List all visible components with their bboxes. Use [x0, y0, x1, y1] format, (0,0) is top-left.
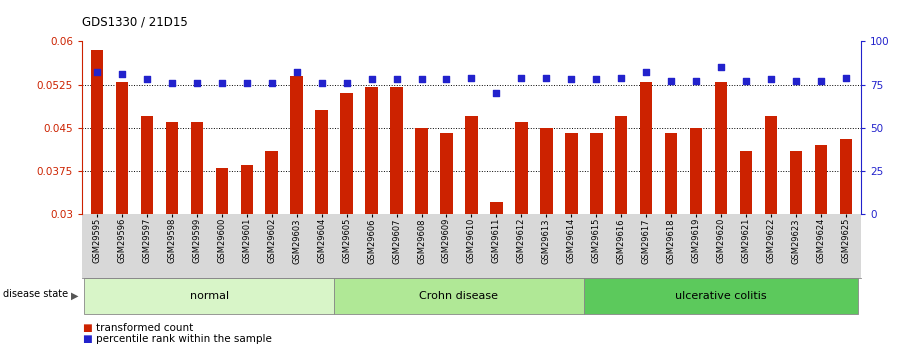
- Text: GDS1330 / 21D15: GDS1330 / 21D15: [82, 16, 188, 29]
- Text: percentile rank within the sample: percentile rank within the sample: [96, 334, 271, 344]
- Point: [739, 78, 753, 84]
- Text: ulcerative colitis: ulcerative colitis: [675, 291, 767, 301]
- Bar: [640, 82, 652, 214]
- Text: normal: normal: [189, 291, 229, 301]
- Text: ▶: ▶: [71, 291, 78, 301]
- Point: [489, 90, 504, 96]
- Bar: [140, 116, 153, 214]
- Text: ■: ■: [82, 334, 92, 344]
- Point: [214, 80, 229, 86]
- Point: [240, 80, 254, 86]
- Point: [614, 75, 629, 80]
- Bar: [291, 76, 303, 214]
- Point: [189, 80, 204, 86]
- Text: ■: ■: [82, 324, 92, 333]
- Point: [514, 75, 528, 80]
- Point: [839, 75, 854, 80]
- Bar: [91, 50, 103, 214]
- Point: [389, 77, 404, 82]
- Bar: [116, 82, 128, 214]
- Text: disease state: disease state: [3, 289, 67, 299]
- Bar: [540, 128, 553, 214]
- Point: [439, 77, 454, 82]
- Point: [290, 70, 304, 75]
- Bar: [341, 93, 353, 214]
- Point: [339, 80, 353, 86]
- Point: [364, 77, 379, 82]
- Bar: [440, 134, 453, 214]
- Bar: [790, 151, 803, 214]
- Bar: [466, 116, 477, 214]
- Point: [115, 71, 129, 77]
- Bar: [365, 87, 378, 214]
- Point: [664, 78, 679, 84]
- Bar: [415, 128, 428, 214]
- Point: [314, 80, 329, 86]
- Point: [139, 77, 154, 82]
- Point: [89, 70, 104, 75]
- Point: [539, 75, 554, 80]
- Bar: [814, 145, 827, 214]
- Bar: [740, 151, 752, 214]
- Bar: [565, 134, 578, 214]
- Point: [689, 78, 703, 84]
- Text: transformed count: transformed count: [96, 324, 193, 333]
- Point: [415, 77, 429, 82]
- Point: [589, 77, 604, 82]
- Bar: [840, 139, 852, 214]
- Point: [165, 80, 179, 86]
- Point: [564, 77, 578, 82]
- Bar: [665, 134, 678, 214]
- Bar: [490, 203, 503, 214]
- Point: [763, 77, 778, 82]
- Bar: [615, 116, 628, 214]
- Bar: [190, 122, 203, 214]
- Text: Crohn disease: Crohn disease: [419, 291, 498, 301]
- Bar: [590, 134, 602, 214]
- Point: [264, 80, 279, 86]
- Bar: [390, 87, 403, 214]
- Bar: [515, 122, 527, 214]
- Bar: [241, 165, 253, 214]
- Point: [714, 65, 729, 70]
- Bar: [265, 151, 278, 214]
- Bar: [764, 116, 777, 214]
- Bar: [715, 82, 727, 214]
- Bar: [166, 122, 179, 214]
- Point: [464, 75, 479, 80]
- Bar: [216, 168, 228, 214]
- Bar: [315, 110, 328, 214]
- Point: [789, 78, 804, 84]
- Point: [639, 70, 653, 75]
- Bar: [690, 128, 702, 214]
- Point: [814, 78, 828, 84]
